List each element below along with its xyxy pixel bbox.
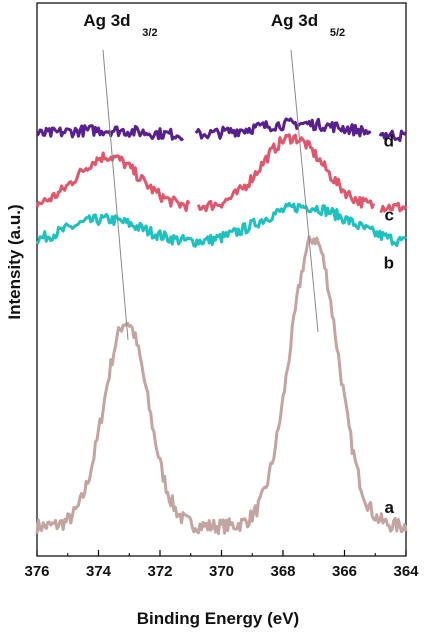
series-label-d: d: [384, 131, 394, 150]
series-line-a: [35, 235, 408, 536]
x-tick-label: 368: [270, 563, 295, 580]
peak-sub-ag3d52: 5/2: [330, 27, 345, 39]
series-label-a: a: [385, 498, 395, 517]
series-label-b: b: [384, 254, 394, 273]
x-tick-label: 374: [86, 563, 112, 580]
x-axis-title: Binding Energy (eV): [137, 609, 299, 628]
x-tick-label: 372: [147, 563, 172, 580]
peak-guide-ag3d32: [102, 49, 129, 341]
peak-guide-ag3d52: [290, 49, 319, 333]
series-line-b: [35, 201, 407, 248]
peak-sub-ag3d32: 3/2: [142, 27, 157, 39]
x-tick-label: 376: [24, 563, 49, 580]
peak-label-ag3d32: Ag 3d: [83, 11, 130, 30]
series-line-c: [35, 133, 408, 213]
x-tick-label: 364: [393, 563, 419, 580]
series-line-d: [35, 117, 408, 143]
peak-label-ag3d52: Ag 3d: [271, 11, 318, 30]
x-tick-label: 370: [209, 563, 234, 580]
x-tick-label: 366: [332, 563, 357, 580]
y-axis-title: Intensity (a.u.): [5, 204, 24, 319]
plot-area: a b c d Ag 3d 3/2 Ag 3d 5/2: [35, 2, 408, 557]
x-axis: 376 374 372 370 368 366 364: [24, 550, 419, 580]
series-label-c: c: [385, 205, 394, 224]
plot-frame: [36, 2, 407, 557]
